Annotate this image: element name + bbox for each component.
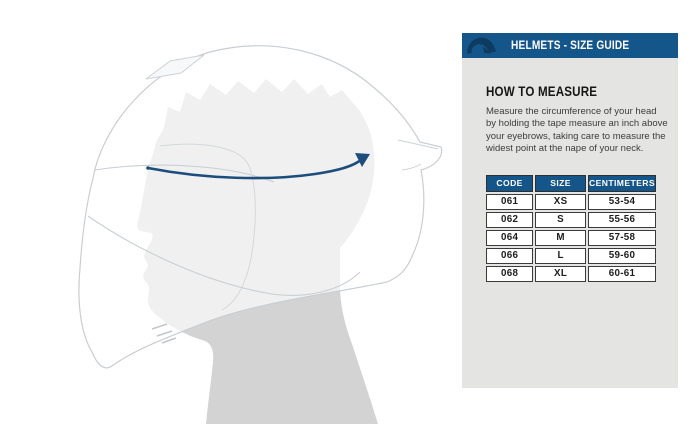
cell-centimeters: 59-60 [587,247,656,264]
measurement-line [146,157,364,180]
measure-instructions: Measure the circumference of your head b… [486,106,668,156]
chin-vents [151,323,177,344]
helmet-diagram-svg [78,45,443,424]
measurement-line-start-dot [146,166,150,170]
panel-content: HOW TO MEASURE Measure the circumference… [462,84,678,284]
shell-lower-seam [87,215,361,296]
face-opening-edge [159,143,256,311]
panel-title: HELMETS - SIZE GUIDE [510,39,630,52]
cell-code: 062 [486,211,534,228]
helmet-measurement-illustration [78,45,443,424]
size-table-header-row: CODE SIZE CENTIMETERS [486,174,656,192]
cell-centimeters: 55-56 [587,211,656,228]
size-guide-panel: HELMETS - SIZE GUIDE HOW TO MEASURE Meas… [462,33,678,388]
helmet-spoiler-lines [397,139,439,171]
cell-code: 068 [486,265,534,282]
cell-size: M [535,229,586,246]
cell-centimeters: 57-58 [587,229,656,246]
acerbis-logo-icon [467,37,496,54]
size-table: CODE SIZE CENTIMETERS 061 XS 53-54 062 S… [484,173,658,284]
column-header-size: SIZE [535,174,586,192]
column-header-centimeters: CENTIMETERS [587,174,656,192]
table-row: 062 S 55-56 [486,211,656,228]
instruction-line: your eyebrows, taking care to measure th… [486,130,666,142]
instruction-line: Measure the circumference of your head [486,106,657,117]
cell-code: 064 [486,229,534,246]
visor-top-seam [94,164,275,183]
instruction-line: by holding the tape measure an inch abov… [486,118,668,130]
measurement-arrow-icon [355,153,370,167]
instruction-line: widest point at the nape of your neck. [486,143,644,155]
cell-size: XS [535,193,586,210]
table-row: 068 XL 60-61 [486,265,656,282]
table-row: 066 L 59-60 [486,247,656,264]
panel-title-bar: HELMETS - SIZE GUIDE [462,33,678,58]
cell-size: S [535,211,586,228]
column-header-code: CODE [486,174,534,192]
helmet-shell [78,45,443,369]
cell-centimeters: 60-61 [587,265,656,282]
helmet-top-vent [145,54,205,80]
cell-code: 066 [486,247,534,264]
cell-centimeters: 53-54 [587,193,656,210]
cell-code: 061 [486,193,534,210]
table-row: 064 M 57-58 [486,229,656,246]
cell-size: XL [535,265,586,282]
how-to-measure-heading: HOW TO MEASURE [486,84,598,99]
table-row: 061 XS 53-54 [486,193,656,210]
cell-size: L [535,247,586,264]
